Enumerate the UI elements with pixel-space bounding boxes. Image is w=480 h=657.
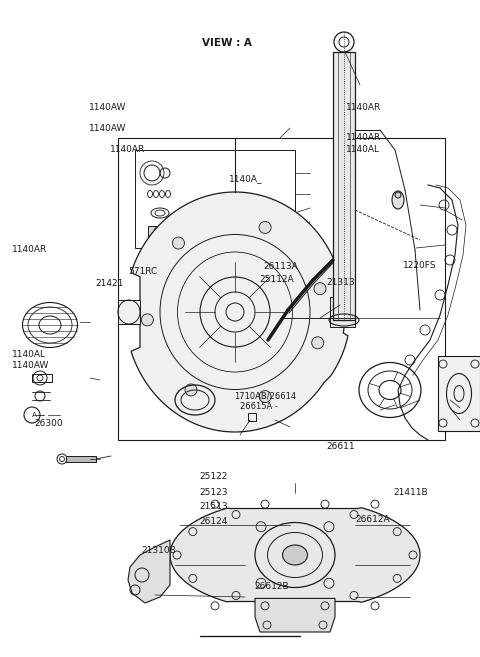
Circle shape: [172, 237, 184, 249]
Text: 21313: 21313: [326, 278, 355, 287]
Circle shape: [185, 384, 197, 396]
Text: 26300: 26300: [35, 419, 63, 428]
Text: 26612A: 26612A: [355, 514, 390, 524]
Circle shape: [312, 337, 324, 349]
Text: 1140A_: 1140A_: [228, 174, 262, 183]
Polygon shape: [438, 356, 480, 431]
Bar: [32, 374, 52, 382]
Text: 1140AR: 1140AR: [346, 133, 381, 143]
Text: 25123: 25123: [199, 487, 228, 497]
Text: 571RC: 571RC: [129, 267, 158, 276]
Text: 21411B: 21411B: [394, 488, 428, 497]
Bar: [330, 297, 355, 327]
Text: 1140AR: 1140AR: [346, 102, 381, 112]
Text: 26113A: 26113A: [263, 261, 298, 271]
Bar: [66, 456, 96, 462]
Text: 1220FS: 1220FS: [403, 261, 437, 270]
Circle shape: [259, 221, 271, 233]
Circle shape: [395, 192, 401, 198]
Text: VIEW : A: VIEW : A: [202, 38, 252, 49]
Text: 21421: 21421: [95, 279, 123, 288]
Text: 21310B: 21310B: [142, 546, 176, 555]
Polygon shape: [170, 508, 420, 602]
Text: 1140AW: 1140AW: [89, 124, 127, 133]
Text: 26615A -: 26615A -: [240, 401, 278, 411]
Text: 1140AL: 1140AL: [346, 145, 380, 154]
Text: 21513: 21513: [199, 502, 228, 511]
Polygon shape: [131, 192, 348, 432]
Circle shape: [314, 283, 326, 295]
Text: 25112A: 25112A: [259, 275, 294, 284]
Bar: [333, 52, 355, 320]
Ellipse shape: [392, 191, 404, 209]
Text: 25122: 25122: [199, 472, 228, 482]
Bar: [118, 138, 445, 440]
Ellipse shape: [283, 545, 308, 565]
Text: 26611: 26611: [326, 442, 355, 451]
Text: 1140AW: 1140AW: [89, 102, 127, 112]
Bar: [148, 226, 172, 238]
Polygon shape: [255, 599, 335, 632]
Circle shape: [259, 390, 271, 403]
Text: 1710AB/26614: 1710AB/26614: [234, 392, 296, 401]
Bar: [118, 300, 140, 324]
Text: 1140AR: 1140AR: [12, 245, 47, 254]
Text: 26124: 26124: [199, 516, 228, 526]
Text: 1140AR: 1140AR: [110, 145, 145, 154]
Text: 26612B: 26612B: [254, 582, 289, 591]
Text: 1140AL: 1140AL: [12, 350, 46, 359]
Text: A: A: [32, 412, 36, 418]
Circle shape: [141, 314, 153, 326]
Text: 1140AW: 1140AW: [12, 361, 49, 370]
Bar: [135, 150, 295, 248]
Polygon shape: [128, 540, 170, 603]
Bar: [248, 413, 256, 421]
